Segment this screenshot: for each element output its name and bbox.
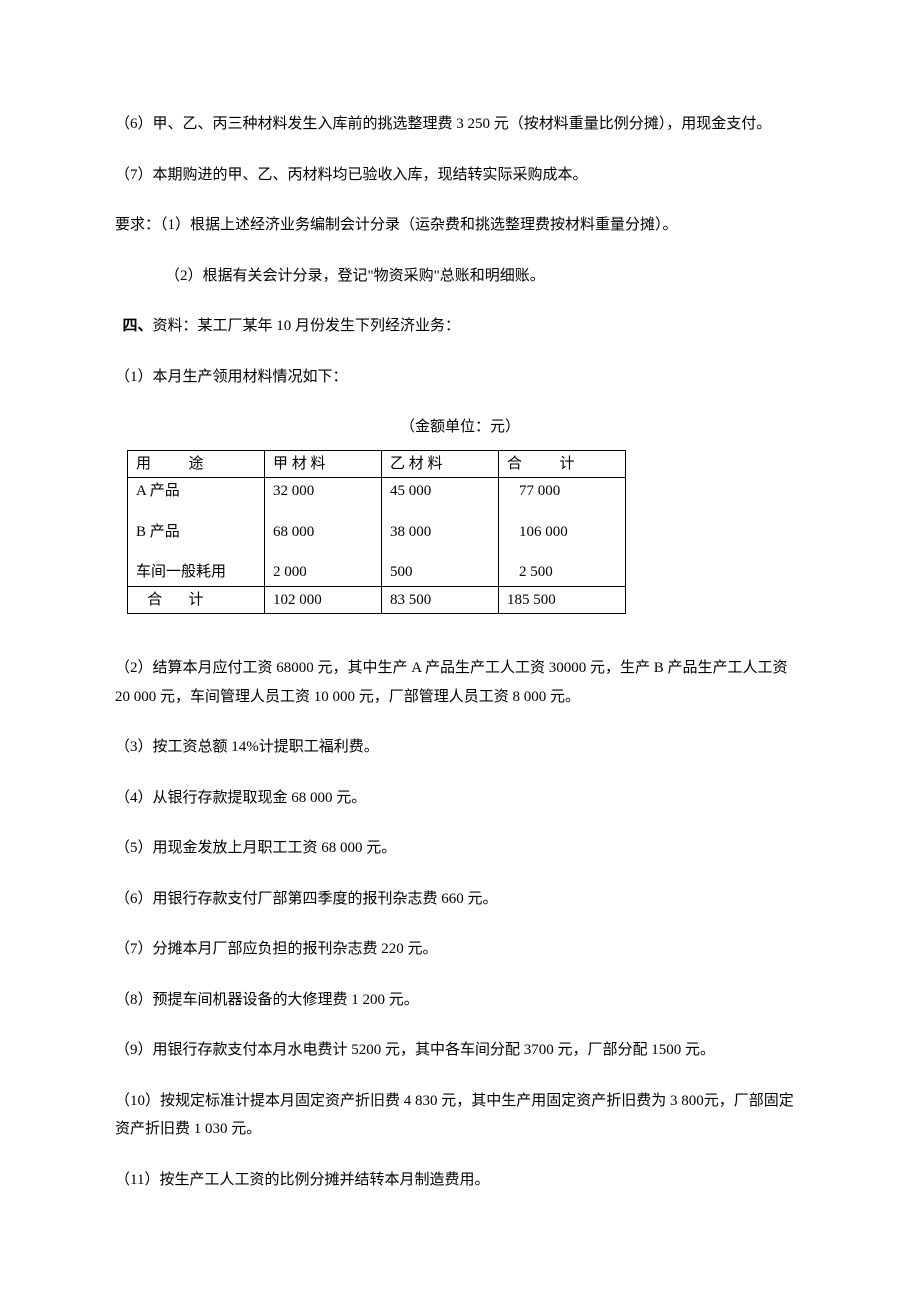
cell-material-b: 45 000 38 000 500 (382, 478, 499, 587)
sum-material-b: 83 500 (382, 586, 499, 614)
header-usage: 用 途 (128, 450, 265, 478)
sub-item-5: （5）用现金发放上月职工工资 68 000 元。 (115, 834, 805, 863)
item-6: （6）甲、乙、丙三种材料发生入库前的挑选整理费 3 250 元（按材料重量比例分… (115, 110, 805, 139)
sub-item-1: （1）本月生产领用材料情况如下： (115, 363, 805, 392)
header-usage-right: 途 (189, 456, 204, 472)
val-b-r1: 45 000 (390, 480, 490, 521)
section-four-label: 四、 (123, 318, 153, 334)
section-four: 四、资料：某工厂某年 10 月份发生下列经济业务： (115, 312, 805, 341)
cell-labels: A 产品 B 产品 车间一般耗用 (128, 478, 265, 587)
sub-item-11: （11）按生产工人工资的比例分摊并结转本月制造费用。 (115, 1166, 805, 1195)
sub-item-3: （3）按工资总额 14%计提职工福利费。 (115, 733, 805, 762)
sum-total: 185 500 (499, 586, 626, 614)
table-unit-caption: （金额单位：元） (115, 413, 805, 442)
header-total-right: 计 (560, 456, 575, 472)
val-t-r2: 106 000 (507, 521, 617, 562)
sum-label-right: 计 (189, 592, 204, 608)
material-usage-table: 用 途 甲 材 料 乙 材 料 合 计 A 产品 B 产品 车间一般耗用 32 … (127, 450, 626, 615)
label-product-a: A 产品 (136, 480, 256, 521)
sub-item-9: （9）用银行存款支付本月水电费计 5200 元，其中各车间分配 3700 元，厂… (115, 1036, 805, 1065)
sub-item-8: （8）预提车间机器设备的大修理费 1 200 元。 (115, 986, 805, 1015)
cell-material-a: 32 000 68 000 2 000 (265, 478, 382, 587)
sub-item-2: （2）结算本月应付工资 68000 元，其中生产 A 产品生产工人工资 3000… (115, 654, 805, 711)
table-sum-row: 合 计 102 000 83 500 185 500 (128, 586, 626, 614)
val-t-r3: 2 500 (507, 561, 617, 584)
sum-label: 合 计 (128, 586, 265, 614)
label-product-b: B 产品 (136, 521, 256, 562)
cell-total: 77 000 106 000 2 500 (499, 478, 626, 587)
sub-item-10: （10）按规定标准计提本月固定资产折旧费 4 830 元，其中生产用固定资产折旧… (115, 1087, 805, 1144)
sub-item-6: （6）用银行存款支付厂部第四季度的报刊杂志费 660 元。 (115, 885, 805, 914)
requirement-2: （2）根据有关会计分录，登记"物资采购"总账和明细账。 (115, 262, 805, 291)
val-t-r1: 77 000 (507, 480, 617, 521)
header-total: 合 计 (499, 450, 626, 478)
label-workshop: 车间一般耗用 (136, 561, 256, 584)
header-material-b: 乙 材 料 (382, 450, 499, 478)
table-header-row: 用 途 甲 材 料 乙 材 料 合 计 (128, 450, 626, 478)
item-7: （7）本期购进的甲、乙、丙材料均已验收入库，现结转实际采购成本。 (115, 161, 805, 190)
header-usage-left: 用 (136, 456, 151, 472)
val-b-r2: 38 000 (390, 521, 490, 562)
sum-material-a: 102 000 (265, 586, 382, 614)
val-a-r2: 68 000 (273, 521, 373, 562)
header-material-a: 甲 材 料 (265, 450, 382, 478)
sub-item-7: （7）分摊本月厂部应负担的报刊杂志费 220 元。 (115, 935, 805, 964)
val-a-r3: 2 000 (273, 561, 373, 584)
sum-label-left: 合 (147, 592, 162, 608)
val-a-r1: 32 000 (273, 480, 373, 521)
val-b-r3: 500 (390, 561, 490, 584)
sub-item-4: （4）从银行存款提取现金 68 000 元。 (115, 784, 805, 813)
table-body-row: A 产品 B 产品 车间一般耗用 32 000 68 000 2 000 45 … (128, 478, 626, 587)
header-total-left: 合 (507, 456, 522, 472)
requirement-1: 要求：（1）根据上述经济业务编制会计分录（运杂费和挑选整理费按材料重量分摊）。 (115, 211, 805, 240)
section-four-text: 资料：某工厂某年 10 月份发生下列经济业务： (153, 318, 461, 334)
